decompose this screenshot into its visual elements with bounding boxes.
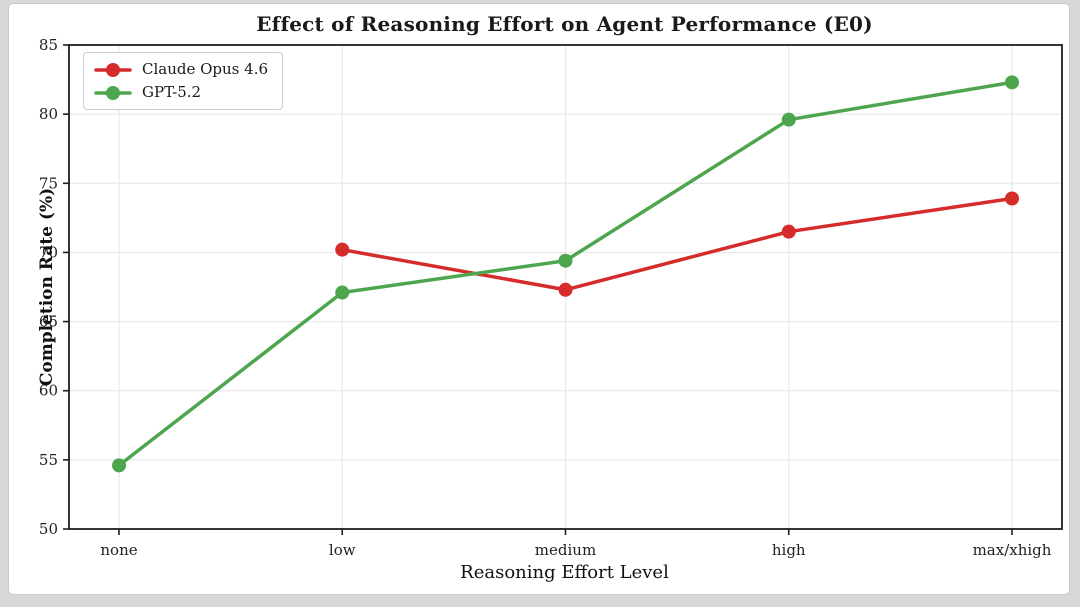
data-point bbox=[1005, 191, 1019, 206]
y-tick-label: 55 bbox=[39, 451, 58, 469]
data-point bbox=[335, 242, 350, 257]
legend-label: Claude Opus 4.6 bbox=[142, 60, 269, 78]
data-point bbox=[1005, 75, 1019, 90]
legend-item: GPT-5.2 bbox=[94, 83, 268, 102]
legend-item: Claude Opus 4.6 bbox=[94, 60, 268, 79]
line-chart-canvas: 50 55 60 65 70 75 80 85 none low medium high max/xhi… bbox=[39, 36, 1063, 559]
x-tick-label: medium bbox=[535, 541, 596, 559]
x-tick-label: high bbox=[772, 541, 806, 559]
x-tick-label: none bbox=[100, 541, 137, 559]
data-point bbox=[112, 458, 126, 473]
data-point bbox=[781, 224, 796, 239]
data-point bbox=[335, 285, 350, 300]
y-tick-label: 60 bbox=[39, 382, 58, 400]
y-tick-label: 80 bbox=[39, 105, 58, 123]
chart-card: Effect of Reasoning Effort on Agent Perf… bbox=[8, 3, 1070, 595]
chart-title: Effect of Reasoning Effort on Agent Perf… bbox=[256, 12, 873, 36]
x-tick-label: max/xhigh bbox=[973, 541, 1052, 559]
data-point bbox=[558, 253, 573, 268]
data-point bbox=[558, 282, 573, 297]
legend-marker-icon bbox=[94, 85, 132, 100]
series-line-claude-opus-4-6 bbox=[340, 196, 1014, 292]
x-axis-label: Reasoning Effort Level bbox=[460, 562, 669, 583]
y-axis-label: Completion Rate (%) bbox=[37, 187, 57, 387]
y-tick-label: 75 bbox=[39, 174, 58, 192]
y-tick-label: 50 bbox=[39, 520, 58, 538]
legend-marker-icon bbox=[94, 62, 132, 77]
legend-label: GPT-5.2 bbox=[142, 83, 202, 101]
x-tick-label: low bbox=[329, 541, 356, 559]
data-point bbox=[781, 112, 796, 127]
legend: Claude Opus 4.6 GPT-5.2 bbox=[83, 52, 284, 110]
y-tick-label: 85 bbox=[39, 36, 58, 54]
y-tick-label: 65 bbox=[39, 313, 58, 331]
y-tick-label: 70 bbox=[39, 243, 58, 261]
